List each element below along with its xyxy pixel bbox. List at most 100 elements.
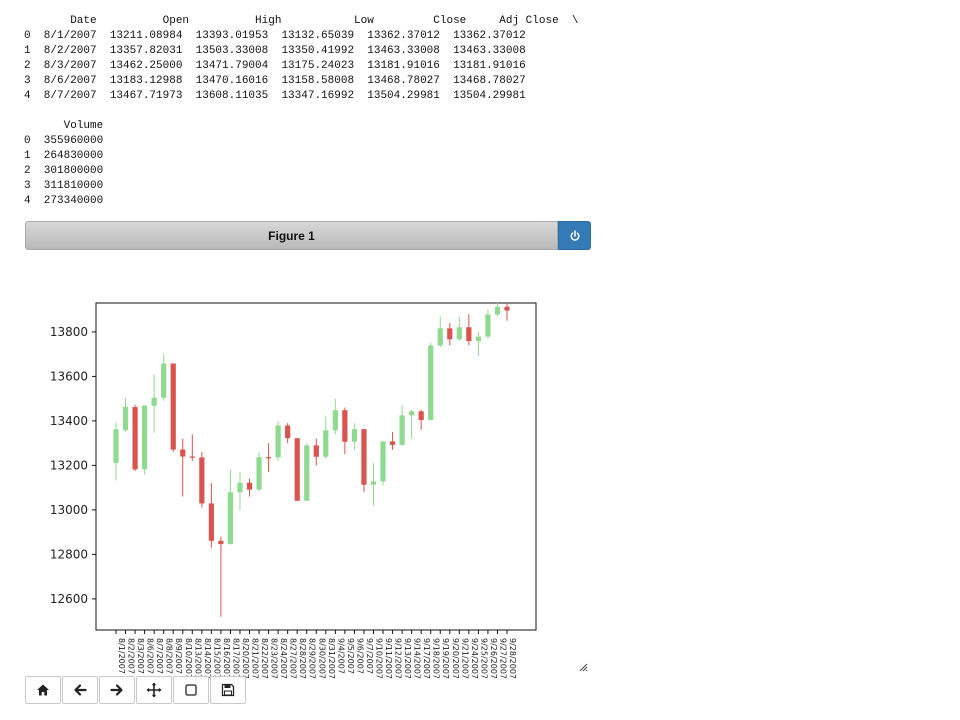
x-tick-label: 8/13/2007 (193, 638, 202, 679)
x-tick-label: 9/11/2007 (384, 638, 393, 679)
x-tick-label: 9/6/2007 (355, 638, 364, 674)
candle-body (246, 482, 253, 490)
candle-body (208, 503, 214, 541)
candle-body (294, 438, 300, 501)
x-tick-label: 8/30/2007 (317, 638, 326, 679)
y-tick-label: 12800 (50, 547, 88, 561)
candle-body (504, 306, 510, 311)
x-tick-label: 8/6/2007 (146, 638, 155, 674)
x-tick-label: 9/4/2007 (336, 638, 345, 674)
x-tick-label: 8/15/2007 (212, 638, 221, 679)
candle-body (351, 429, 358, 442)
x-tick-label: 8/31/2007 (327, 638, 336, 679)
x-tick-label: 9/26/2007 (489, 638, 498, 679)
x-tick-label: 9/28/2007 (508, 638, 517, 679)
x-tick-label: 9/5/2007 (346, 638, 355, 674)
candle-body (304, 445, 310, 501)
candle-body (370, 481, 377, 485)
figure-title: Figure 1 (25, 221, 558, 250)
x-tick-label: 8/21/2007 (251, 638, 260, 679)
forward-button[interactable] (99, 676, 135, 704)
candle-body (227, 492, 234, 545)
candle-body (199, 457, 205, 504)
x-tick-label: 8/16/2007 (222, 638, 231, 679)
candle-body (237, 482, 243, 493)
candle-body (418, 411, 424, 421)
candle-body (313, 445, 319, 457)
candle-body (323, 430, 329, 457)
y-tick-label: 13200 (50, 458, 88, 472)
figure-toolbar (25, 676, 247, 704)
candle-body (142, 405, 148, 470)
square-icon (185, 684, 197, 696)
candle-body (275, 425, 281, 458)
candle-body (170, 363, 176, 450)
candle-body (466, 327, 472, 342)
resize-handle-icon[interactable] (578, 662, 588, 672)
candle-body (342, 410, 348, 442)
move-icon (146, 682, 162, 698)
candle-body (437, 328, 443, 346)
candle-body (122, 406, 129, 431)
x-tick-label: 8/14/2007 (203, 638, 212, 679)
pan-button[interactable] (136, 676, 172, 704)
plot-area (95, 302, 537, 631)
figure-header: Figure 1 (25, 221, 591, 250)
x-tick-label: 8/24/2007 (279, 638, 288, 679)
candle-body (456, 327, 462, 340)
y-tick-label: 13000 (50, 503, 88, 517)
x-tick-label: 9/20/2007 (451, 638, 460, 679)
x-tick-label: 9/7/2007 (365, 638, 374, 674)
power-icon (569, 229, 580, 241)
x-tick-label: 8/20/2007 (241, 638, 250, 679)
candle-body (447, 328, 453, 340)
candle-body (180, 449, 186, 457)
close-figure-button[interactable] (558, 221, 591, 250)
x-tick-label: 9/13/2007 (403, 638, 412, 679)
x-tick-label: 9/27/2007 (498, 638, 507, 679)
x-tick-label: 9/14/2007 (413, 638, 422, 679)
candle-body (161, 363, 167, 398)
x-tick-label: 8/9/2007 (174, 638, 183, 674)
x-tick-label: 9/12/2007 (394, 638, 403, 679)
home-button[interactable] (25, 676, 61, 704)
dataframe-head-output: Date Open High Low Close Adj Close \ 0 8… (24, 15, 579, 102)
candle-body (332, 410, 338, 431)
x-tick-label: 8/3/2007 (136, 638, 145, 674)
candle-body (361, 429, 367, 485)
x-tick-label: 8/1/2007 (117, 638, 126, 674)
candle-body (265, 457, 272, 459)
candle-body (409, 411, 415, 416)
candle-body (494, 306, 501, 315)
candle-body (485, 314, 491, 337)
x-tick-label: 8/22/2007 (260, 638, 269, 679)
save-button[interactable] (210, 676, 246, 704)
candle-body (256, 457, 262, 490)
x-tick-label: 8/23/2007 (270, 638, 279, 679)
candle-body (285, 425, 291, 439)
x-tick-label: 9/10/2007 (374, 638, 383, 679)
x-tick-label: 8/8/2007 (165, 638, 174, 674)
y-tick-label: 13600 (50, 369, 88, 383)
x-tick-label: 8/27/2007 (289, 638, 298, 679)
x-tick-label: 8/28/2007 (298, 638, 307, 679)
dataframe-volume-output: Volume 0 355960000 1 264830000 2 3018000… (24, 120, 104, 207)
arrow-left-icon (74, 684, 87, 696)
x-tick-label: 8/10/2007 (184, 638, 193, 679)
candle-body (380, 441, 386, 482)
y-tick-label: 13400 (50, 414, 88, 428)
x-tick-label: 9/25/2007 (479, 638, 488, 679)
x-tick-label: 8/29/2007 (308, 638, 317, 679)
home-icon (37, 684, 49, 696)
back-button[interactable] (62, 676, 98, 704)
candle-body (113, 429, 119, 463)
zoom-button[interactable] (173, 676, 209, 704)
x-tick-label: 9/19/2007 (441, 638, 450, 679)
candle-body (132, 407, 138, 470)
candle-body (218, 540, 224, 545)
y-tick-label: 13800 (50, 325, 88, 339)
x-tick-label: 9/24/2007 (470, 638, 479, 679)
candle-body (151, 397, 157, 406)
candle-body (389, 441, 396, 445)
x-tick-label: 8/17/2007 (231, 638, 240, 679)
